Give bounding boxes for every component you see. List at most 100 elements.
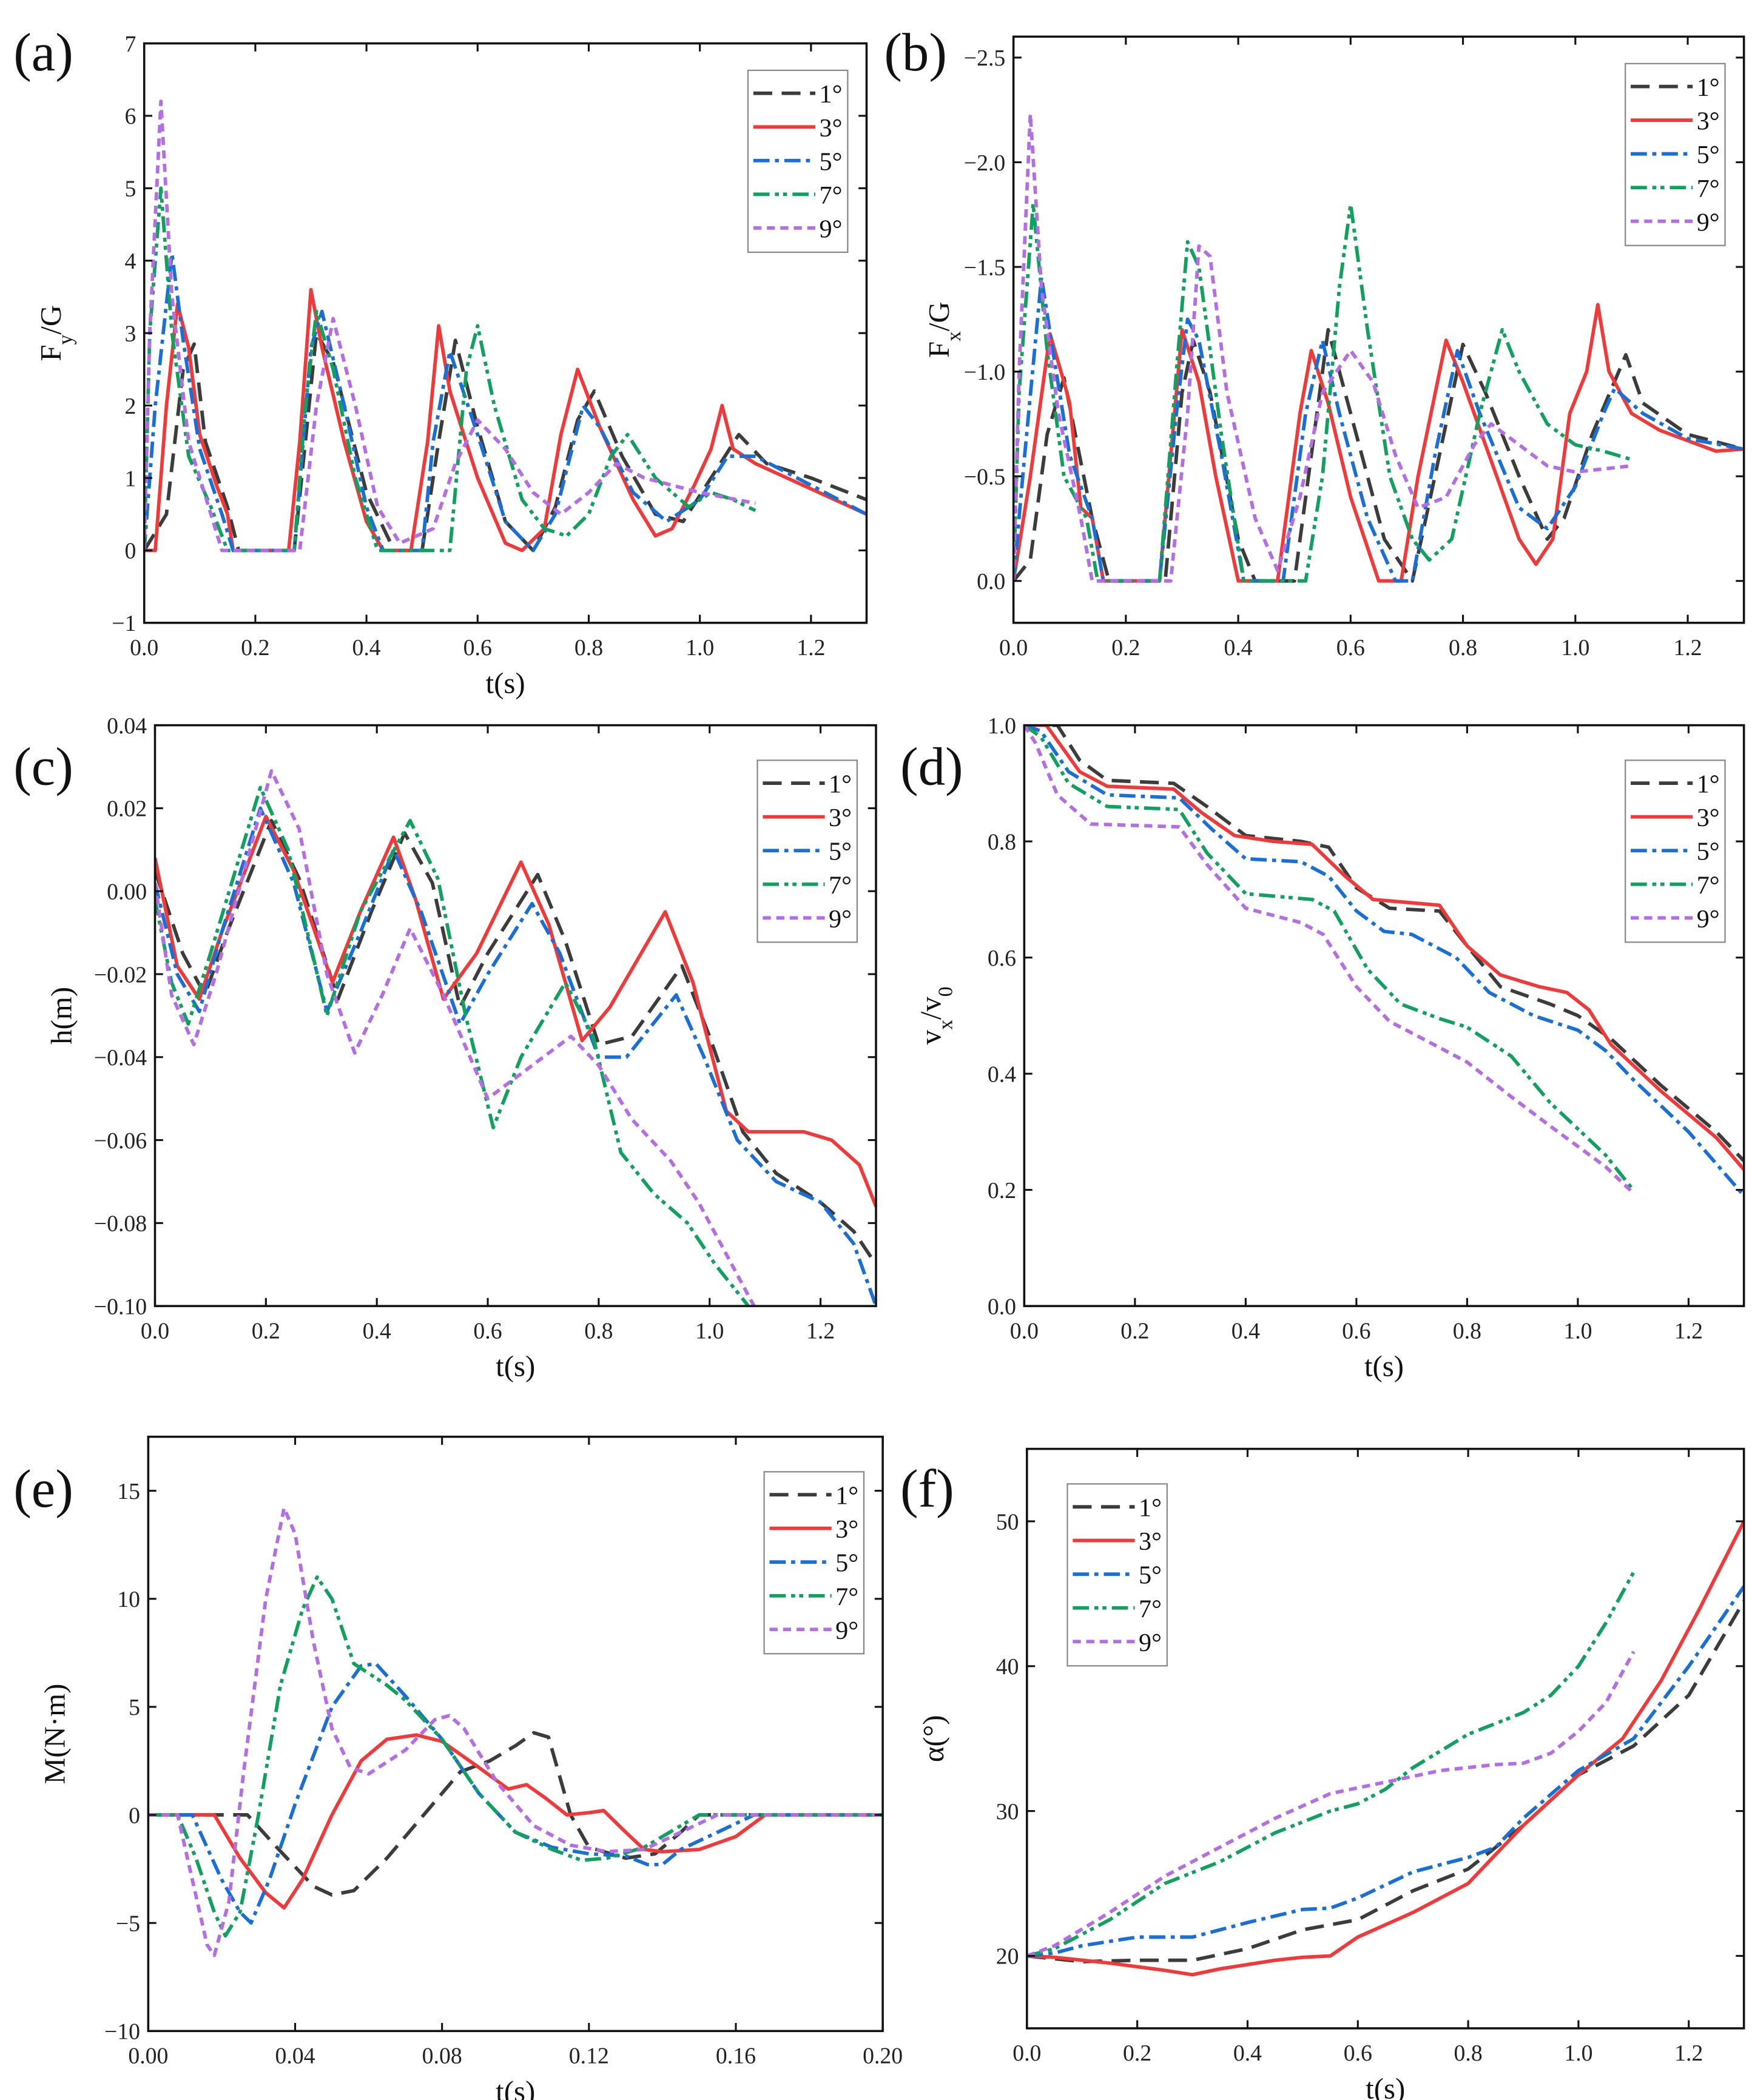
legend-label: 5°: [1139, 1561, 1162, 1590]
y-tick-label: 0.4: [988, 1062, 1016, 1087]
y-axis-label-part: x: [942, 331, 965, 342]
y-tick-label: 2: [125, 394, 136, 419]
x-tick-label: 0.8: [584, 1318, 613, 1344]
y-axis-label-part: /G: [922, 301, 955, 331]
series-line-7deg: [1013, 202, 1632, 583]
legend-label: 1°: [1697, 73, 1720, 102]
series-line-3deg: [1024, 725, 1744, 1171]
legend-label: 3°: [819, 114, 842, 143]
x-axis-label: t(s): [1366, 2071, 1405, 2100]
series-line-1deg: [148, 1731, 883, 1897]
y-axis-label-part: M(N·m): [38, 1684, 72, 1785]
x-tick-label: 0.6: [1342, 1318, 1370, 1344]
legend-label: 9°: [1697, 905, 1720, 934]
legend: 1° 3° 5° 7° 9°: [763, 1471, 865, 1655]
x-tick-label: 0.4: [1231, 1318, 1260, 1344]
series-line-9deg: [1013, 112, 1632, 583]
chart-panel-c: 0.0 0.2 0.4 0.6 0.8 1.0 1.2 −0.10 −0.08 −0.06 −0.0…: [13, 713, 877, 1383]
legend-label: 7°: [1697, 871, 1720, 900]
series-line-5deg: [155, 806, 876, 1307]
x-tick-label: 0.12: [569, 2044, 609, 2069]
y-axis-label-part: /G: [34, 305, 67, 335]
legend-label: 7°: [819, 181, 842, 210]
legend-label: 9°: [819, 215, 842, 243]
y-tick-label: 40: [996, 1654, 1019, 1680]
x-tick-label: 1.2: [1674, 1318, 1703, 1344]
legend-label: 9°: [1139, 1629, 1162, 1657]
series-line-9deg: [1024, 725, 1635, 1194]
y-axis-label-part: x: [934, 1020, 957, 1030]
legend-label: 7°: [835, 1583, 858, 1611]
y-tick-label: 30: [996, 1799, 1019, 1825]
legend: 1° 3° 5° 7° 9°: [756, 759, 858, 943]
series-line-3deg: [155, 815, 876, 1207]
legend-label: 5°: [819, 147, 842, 176]
series-line-1deg: [1013, 328, 1744, 583]
series-line-7deg: [1026, 1571, 1636, 1958]
panel-label: (e): [13, 1459, 73, 1519]
y-tick-label: 7: [125, 32, 136, 57]
x-tick-label: 1.0: [695, 1318, 724, 1344]
x-tick-label: 0.8: [574, 635, 603, 661]
legend-label: 3°: [829, 804, 852, 832]
legend-label: 5°: [835, 1549, 858, 1578]
x-tick-label: 0.0: [999, 635, 1028, 661]
y-tick-label: −0.08: [94, 1211, 147, 1237]
x-tick-label: 0.0: [1012, 2041, 1041, 2066]
x-tick-label: 0.2: [252, 1318, 280, 1344]
legend-label: 3°: [1697, 804, 1720, 832]
y-tick-label: −0.06: [94, 1128, 147, 1154]
y-tick-label: 15: [117, 1479, 140, 1504]
y-axis-label-part: v: [914, 1029, 948, 1045]
y-axis-label: α(°): [917, 1715, 950, 1762]
legend-label: 1°: [1697, 770, 1720, 799]
x-tick-label: 0.8: [1453, 1318, 1481, 1344]
y-tick-label: 50: [996, 1509, 1019, 1535]
series-line-5deg: [1013, 275, 1744, 583]
x-axis-label: t(s): [496, 2075, 535, 2100]
y-axis-label: M(N·m): [38, 1684, 72, 1785]
legend-label: 5°: [1697, 141, 1720, 169]
plot-frame: [1023, 724, 1745, 1307]
plot-frame: [1026, 1447, 1745, 2030]
y-tick-label: −1.0: [964, 360, 1005, 385]
x-tick-label: 1.0: [1561, 635, 1589, 661]
x-tick-label: 0.4: [1224, 635, 1252, 661]
legend-label: 9°: [1697, 208, 1720, 237]
x-tick-label: 1.2: [806, 1318, 835, 1344]
x-tick-label: 0.8: [1454, 2041, 1483, 2066]
y-tick-label: −5: [116, 1911, 140, 1936]
y-tick-label: 6: [125, 104, 136, 129]
legend: 1° 3° 5° 7° 9°: [1625, 62, 1726, 246]
y-axis-label-part: F: [922, 342, 955, 358]
y-axis-label: Fx/G: [922, 301, 965, 358]
legend: 1° 3° 5° 7° 9°: [1066, 1483, 1168, 1667]
x-tick-label: 0.8: [1449, 635, 1477, 661]
x-tick-label: 0.4: [363, 1318, 391, 1344]
series-line-7deg: [155, 786, 750, 1307]
x-axis-label: t(s): [496, 1350, 535, 1383]
panel-label: (f): [900, 1459, 954, 1519]
y-axis-label-part: h(m): [45, 987, 78, 1045]
series-line-9deg: [144, 99, 756, 553]
panel-label: (d): [900, 737, 963, 796]
legend-label: 9°: [829, 905, 852, 934]
series-line-5deg: [144, 251, 867, 553]
y-tick-label: 3: [125, 321, 136, 346]
series-line-1deg: [144, 331, 867, 553]
x-tick-label: 0.4: [1233, 2041, 1262, 2066]
plot-frame: [147, 1435, 884, 2033]
series-line-7deg: [144, 186, 756, 553]
x-tick-label: 0.08: [422, 2044, 462, 2069]
x-tick-label: 0.0: [130, 635, 158, 661]
legend-label: 7°: [829, 871, 852, 900]
y-axis-label-part: 0: [934, 986, 957, 997]
y-tick-label: −10: [104, 2019, 140, 2045]
x-tick-label: 0.04: [275, 2044, 315, 2069]
y-tick-label: −0.02: [94, 962, 147, 988]
legend-label: 1°: [829, 770, 852, 799]
y-tick-label: −2.0: [964, 150, 1005, 176]
series-line-9deg: [155, 769, 756, 1307]
y-tick-label: −0.04: [94, 1045, 147, 1071]
